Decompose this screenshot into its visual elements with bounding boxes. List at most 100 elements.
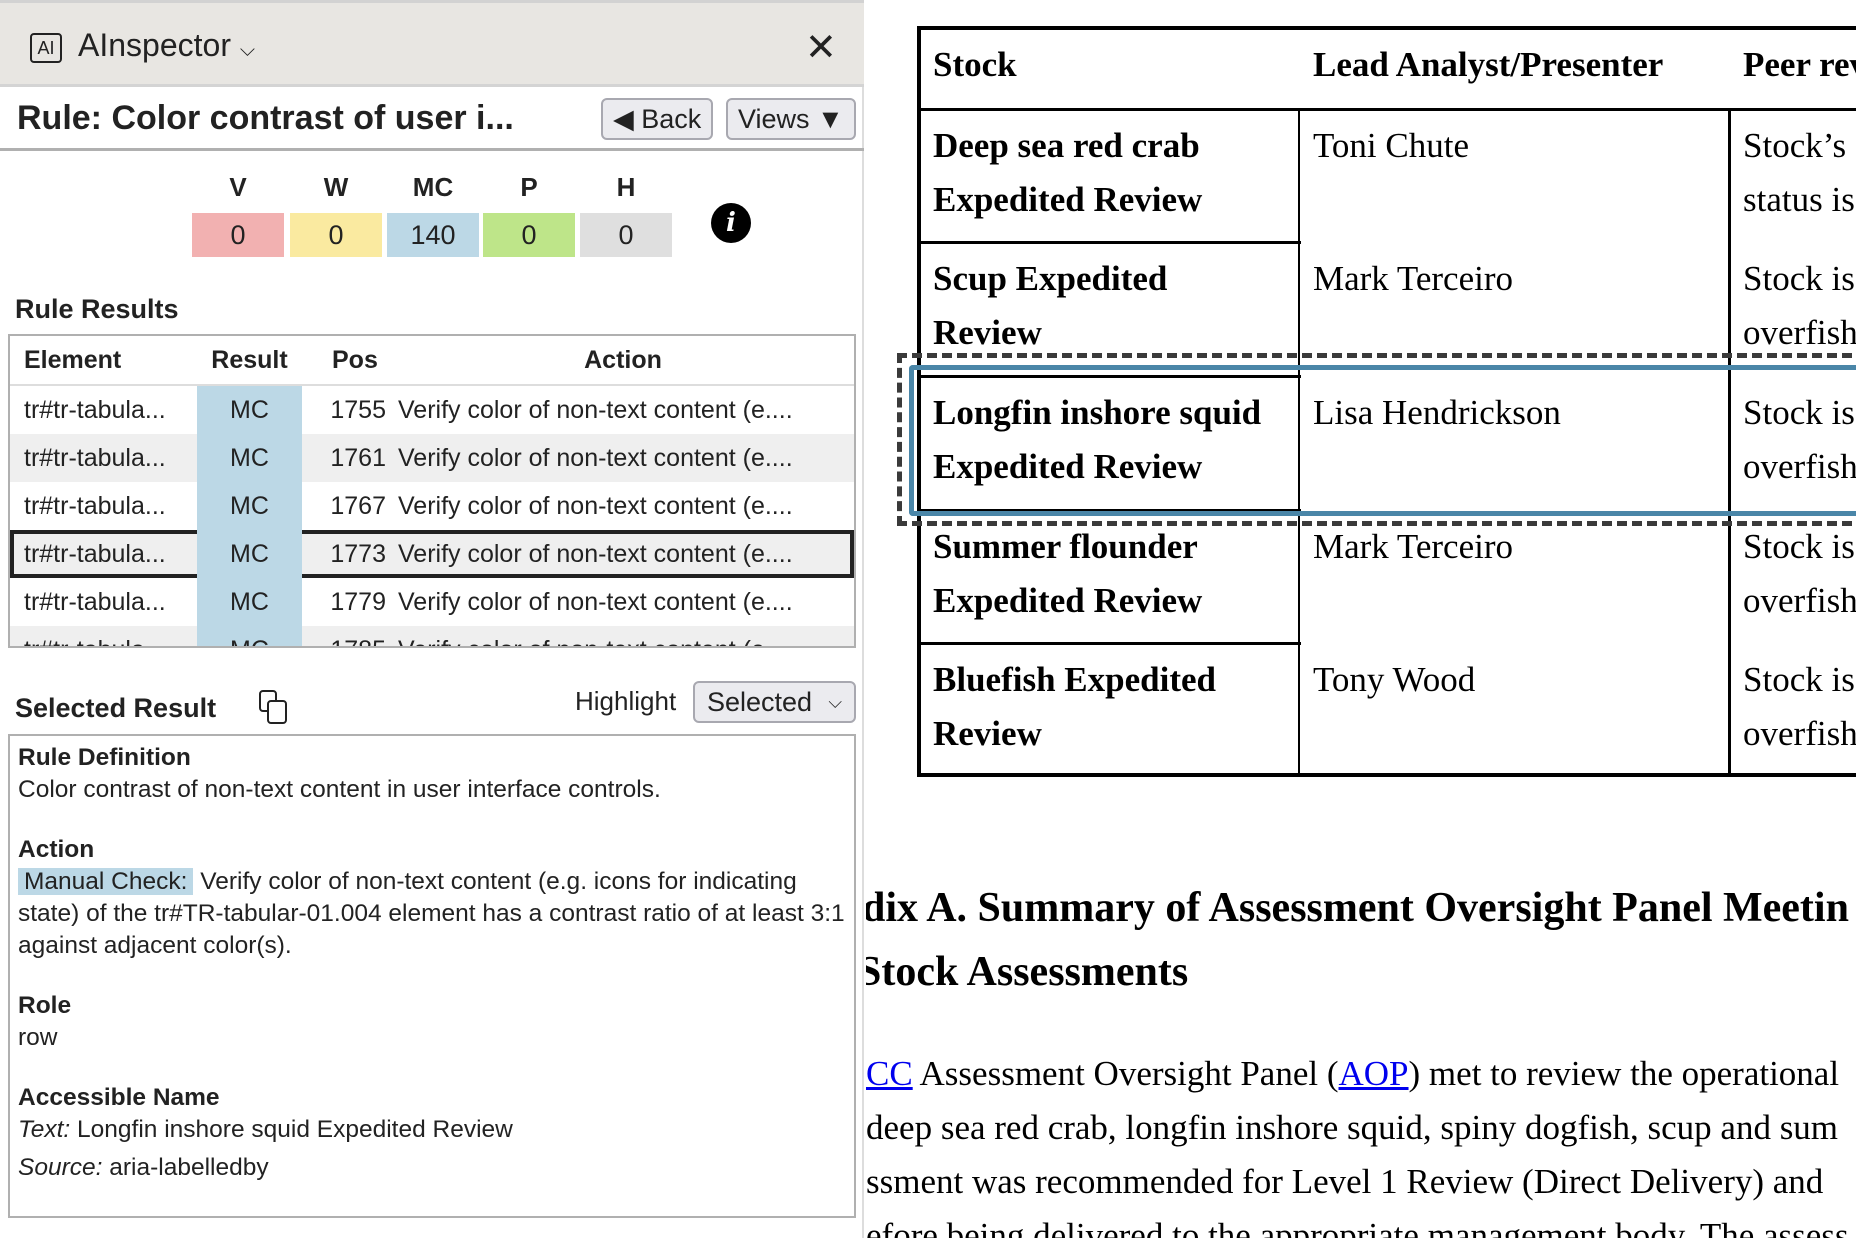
cell-pos: 1767 <box>330 492 386 520</box>
cell-element: tr#tr-tabula... <box>24 626 199 646</box>
cell-analyst: Toni Chute <box>1313 126 1470 165</box>
cell-action: Verify color of non-text content (e.... <box>398 396 793 424</box>
cell-element: tr#tr-tabula... <box>24 396 166 424</box>
cell-stock: Summer flounder Expedited Review <box>933 527 1203 620</box>
count-label-p: P <box>520 172 538 202</box>
col-divider <box>1298 108 1300 777</box>
table-header: Element Result Pos Action <box>10 336 854 386</box>
divider <box>0 148 864 151</box>
highlight-label: Highlight <box>575 686 677 716</box>
col-action[interactable]: Action <box>584 346 662 374</box>
cell-stock: Deep sea red crab Expedited Review <box>933 126 1203 219</box>
cell-pos: 1785 <box>302 626 386 646</box>
action-text: Verify color of non-text content (e.g. i… <box>18 868 845 959</box>
row-divider <box>921 642 1301 645</box>
close-icon[interactable]: ✕ <box>805 27 837 69</box>
count-label-w: W <box>323 172 349 202</box>
row-divider <box>921 108 1856 111</box>
table-row[interactable]: tr#tr-tabula... MC 1767 Verify color of … <box>10 482 854 530</box>
th-peer: Peer rev <box>1743 45 1856 84</box>
cell-analyst: Mark Terceiro <box>1313 527 1514 566</box>
app-menu[interactable]: AInspector ⌵ <box>78 27 255 64</box>
cell-action: Verify color of non-text content (e.... <box>398 540 793 568</box>
cell-peer: Stock is overfish <box>1743 660 1856 753</box>
cell-analyst: Mark Terceiro <box>1313 259 1514 298</box>
role-label: Role <box>18 992 72 1019</box>
col-element[interactable]: Element <box>24 346 122 374</box>
row-divider <box>921 241 1301 244</box>
cell-result: MC <box>197 530 302 578</box>
cell-pos: 1779 <box>330 588 386 616</box>
ainspector-panel: AI AInspector ⌵ ✕ Rule: Color contrast o… <box>0 0 864 1238</box>
paragraph-line: ssment was recommended for Level 1 Revie… <box>866 1162 1824 1201</box>
highlight-select[interactable]: Selected ⌵ <box>693 681 856 723</box>
cell-stock: Bluefish Expedited Review <box>933 660 1216 753</box>
selected-result-heading: Selected Result <box>15 693 217 723</box>
back-button[interactable]: ◀ Back <box>601 98 714 140</box>
highlight-value: Selected <box>707 687 813 717</box>
rule-results-heading: Rule Results <box>15 294 179 324</box>
panel-header: AI AInspector ⌵ ✕ <box>0 0 864 87</box>
paragraph-line: CC Assessment Oversight Panel (AOP) met … <box>866 1054 1840 1093</box>
table-row[interactable]: tr#tr-tabula... MC 1785 Verify color of … <box>10 626 854 646</box>
col-pos[interactable]: Pos <box>332 346 378 374</box>
cell-result: MC <box>197 578 302 626</box>
stock-table: Stock Lead Analyst/Presenter Peer rev De… <box>917 26 1856 777</box>
info-icon[interactable]: i <box>711 203 751 243</box>
table-row[interactable]: tr#tr-tabula... MC 1779 Verify color of … <box>10 578 854 626</box>
cell-result: MC <box>197 482 302 530</box>
link-aop[interactable]: AOP <box>1338 1054 1409 1093</box>
rule-definition-label: Rule Definition <box>18 744 191 771</box>
count-label-h: H <box>616 172 636 202</box>
cell-stock: Scup Expedited Review <box>933 259 1168 352</box>
cell-peer: Stock is overfish <box>1743 259 1856 352</box>
cell-element: tr#tr-tabula... <box>24 540 166 568</box>
action-text-block: Manual Check: Verify color of non-text c… <box>18 866 846 962</box>
cell-analyst: Tony Wood <box>1313 660 1476 699</box>
cell-action: Verify color of non-text content (e.... <box>398 588 793 616</box>
cell-pos: 1755 <box>330 396 386 424</box>
cell-result: MC <box>197 434 302 482</box>
role-value: row <box>18 1024 58 1051</box>
paragraph-line: efore being delivered to the appropriate… <box>866 1216 1849 1238</box>
cell-element: tr#tr-tabula... <box>24 588 166 616</box>
cell-element: tr#tr-tabula... <box>24 492 166 520</box>
cell-result: MC <box>197 386 302 434</box>
th-stock: Stock <box>933 45 1017 84</box>
count-h: 0 <box>580 213 672 257</box>
accessible-name-label: Accessible Name <box>18 1084 220 1111</box>
app-title: AInspector <box>78 27 231 63</box>
cell-peer: Stock’s status is <box>1743 126 1855 219</box>
cell-action: Verify color of non-text content (e.... <box>398 444 793 472</box>
count-mc: 140 <box>387 213 479 257</box>
cell-stock: Longfin inshore squid Expedited Review <box>933 393 1262 486</box>
views-button[interactable]: Views ▼ <box>726 98 856 140</box>
chevron-down-icon: ⌵ <box>828 692 842 712</box>
col-result[interactable]: Result <box>211 346 288 374</box>
appendix-heading: dix A. Summary of Assessment Oversight P… <box>866 885 1849 931</box>
ainspector-logo: AI <box>30 33 62 63</box>
accessible-name-text: Text: Longfin inshore squid Expedited Re… <box>18 1116 513 1143</box>
cell-action: Verify color of non-text content (e.... <box>398 492 793 520</box>
rule-definition: Color contrast of non-text content in us… <box>18 776 661 803</box>
appendix-heading-line2: Stock Assessments <box>866 949 1189 995</box>
count-label-mc: MC <box>412 172 454 202</box>
table-row[interactable]: tr#tr-tabula... MC 1773 Verify color of … <box>10 530 854 578</box>
accessible-name-source: Source: aria-labelledby <box>18 1154 269 1181</box>
count-p: 0 <box>483 213 575 257</box>
cell-element: tr#tr-tabula... <box>24 444 166 472</box>
action-label: Action <box>18 836 95 863</box>
row-divider <box>921 509 1301 512</box>
copy-icon[interactable] <box>259 690 289 724</box>
table-row[interactable]: tr#tr-tabula... MC 1755 Verify color of … <box>10 386 854 434</box>
link-cc[interactable]: CC <box>866 1054 913 1093</box>
cell-result: MC <box>197 626 302 646</box>
selected-result-details: Rule Definition Color contrast of non-te… <box>8 734 856 1218</box>
count-v: 0 <box>192 213 284 257</box>
row-divider <box>921 375 1301 378</box>
count-w: 0 <box>290 213 382 257</box>
rule-title: Rule: Color contrast of user i... <box>17 99 514 137</box>
selected-row-outline <box>909 365 1856 516</box>
table-row[interactable]: tr#tr-tabula... MC 1761 Verify color of … <box>10 434 854 482</box>
rule-results-table: Element Result Pos Action tr#tr-tabula..… <box>8 334 856 648</box>
